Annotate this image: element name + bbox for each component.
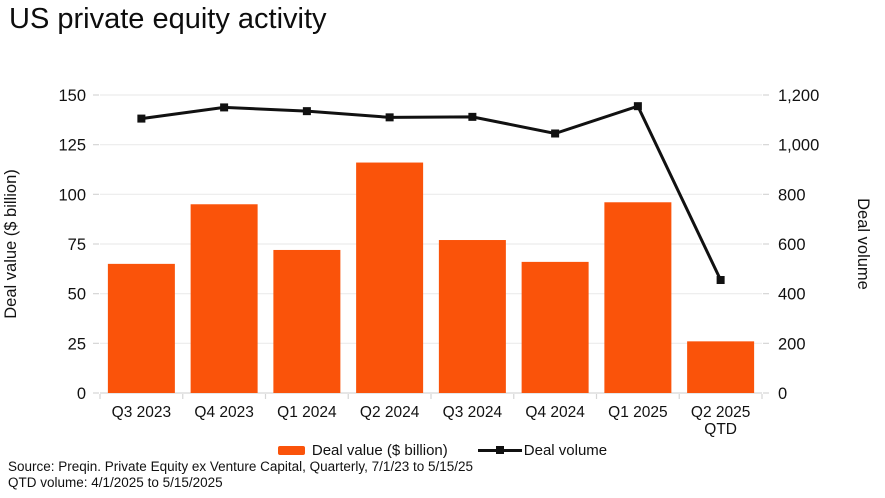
bar-q1-2025 <box>604 202 672 393</box>
bar-q2-2024 <box>356 162 424 393</box>
x-axis-label: Q3 2024 <box>443 404 503 421</box>
x-axis-label: Q4 2023 <box>194 404 253 421</box>
chart-title: US private equity activity <box>9 3 327 35</box>
left-axis-title: Deal value ($ billion) <box>2 169 20 319</box>
source-line-2: QTD volume: 4/1/2025 to 5/15/2025 <box>8 475 223 490</box>
bar-q1-2024 <box>273 249 341 393</box>
x-axis-label: QTD <box>704 421 737 438</box>
x-axis-label: Q2 2025 <box>691 404 750 421</box>
line-swatch-icon <box>477 446 522 454</box>
line-marker-q2-2024 <box>385 113 394 122</box>
line-marker-q2-2025-qtd <box>716 276 725 285</box>
right-tick-label: 400 <box>778 286 806 304</box>
left-tick-label: 0 <box>77 385 86 403</box>
left-tick-label: 25 <box>68 335 86 353</box>
left-tick-label: 150 <box>58 87 86 105</box>
line-marker-q4-2024 <box>551 129 560 138</box>
right-tick-label: 0 <box>778 385 787 403</box>
deal-volume-line <box>141 104 722 281</box>
left-tick-label: 50 <box>68 286 86 304</box>
x-axis-label: Q1 2024 <box>277 404 337 421</box>
line-marker-q3-2023 <box>137 114 146 123</box>
bar-q4-2024 <box>521 261 589 393</box>
x-axis-label: Q1 2025 <box>608 404 667 421</box>
line-marker-q3-2024 <box>468 112 477 121</box>
right-tick-label: 1,200 <box>778 87 819 105</box>
left-tick-label: 100 <box>58 186 86 204</box>
left-tick-label: 75 <box>68 236 86 254</box>
bar-q3-2024 <box>438 240 506 393</box>
x-axis-label: Q4 2024 <box>525 404 585 421</box>
legend-item-deal-volume: Deal volume <box>477 442 608 459</box>
right-axis-title: Deal volume <box>854 198 872 290</box>
legend-item-deal-value: Deal value ($ billion) <box>277 442 448 459</box>
line-marker-icon <box>495 446 504 454</box>
x-axis-label: Q2 2024 <box>360 404 420 421</box>
right-tick-label: 200 <box>778 335 806 353</box>
line-marker-q4-2023 <box>220 103 229 112</box>
bar-swatch-icon <box>277 446 305 455</box>
line-marker-q1-2024 <box>302 107 311 116</box>
chart-canvas: 0 0 25 200 50 400 75 600 100 800 125 1,000 150 1,200 Q… <box>2 87 872 438</box>
right-tick-label: 600 <box>778 236 806 254</box>
legend-label-deal-volume: Deal volume <box>523 442 608 459</box>
x-axis-label: Q3 2023 <box>112 404 171 421</box>
source-line-1: Source: Preqin. Private Equity ex Ventur… <box>8 459 474 474</box>
bar-q4-2023 <box>190 204 258 393</box>
right-tick-label: 800 <box>778 186 806 204</box>
legend-label-deal-value: Deal value ($ billion) <box>311 442 448 459</box>
line-marker-q1-2025 <box>633 102 642 111</box>
source-note: Source: Preqin. Private Equity ex Ventur… <box>8 459 473 491</box>
right-tick-label: 1,000 <box>778 137 819 155</box>
bar-q2-2025-qtd <box>687 341 755 393</box>
bar-q3-2023 <box>107 263 175 393</box>
chart-legend: Deal value ($ billion) Deal volume <box>0 442 885 459</box>
left-tick-label: 125 <box>58 137 86 155</box>
